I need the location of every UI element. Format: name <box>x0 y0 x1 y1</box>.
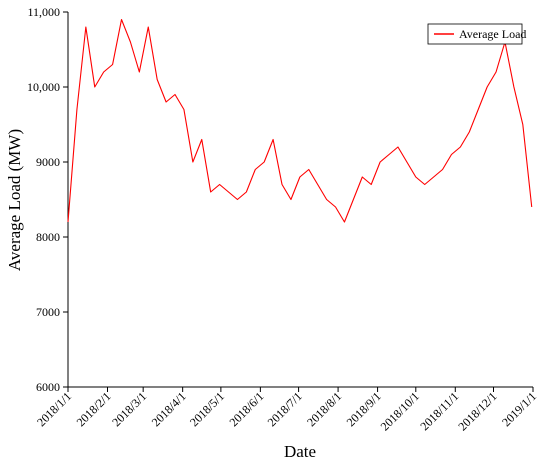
x-tick-label: 2018/4/1 <box>149 389 189 429</box>
y-tick-label: 11,000 <box>27 5 60 19</box>
y-tick-label: 8000 <box>36 230 60 244</box>
y-tick-label: 6000 <box>36 380 60 394</box>
x-tick-label: 2018/3/1 <box>109 389 149 429</box>
x-tick-label: 2018/6/1 <box>226 389 266 429</box>
x-tick-label: 2018/10/1 <box>378 389 422 433</box>
y-axis-title: Average Load (MW) <box>5 129 24 271</box>
x-tick-label: 2018/1/1 <box>34 389 74 429</box>
x-tick-label: 2018/5/1 <box>187 389 227 429</box>
legend: Average Load <box>427 23 526 45</box>
x-tick-label: 2018/8/1 <box>304 389 344 429</box>
x-tick-label: 2018/2/1 <box>74 389 114 429</box>
x-tick-label: 2018/12/1 <box>455 389 499 433</box>
legend-label-average-load: Average Load <box>459 27 526 41</box>
legend-box <box>427 23 523 45</box>
x-tick-label: 2018/11/1 <box>417 389 461 433</box>
y-tick-label: 9000 <box>36 155 60 169</box>
x-tick-label: 2018/7/1 <box>265 389 305 429</box>
y-tick-label: 10,000 <box>27 80 60 94</box>
series-line-average-load <box>67 18 533 223</box>
y-axis-ticks: 6000 7000 8000 9000 10,000 11,000 <box>27 5 68 394</box>
x-axis-title: Date <box>284 442 316 461</box>
y-tick-label: 7000 <box>36 305 60 319</box>
x-tick-label: 2019/1/1 <box>499 389 539 429</box>
